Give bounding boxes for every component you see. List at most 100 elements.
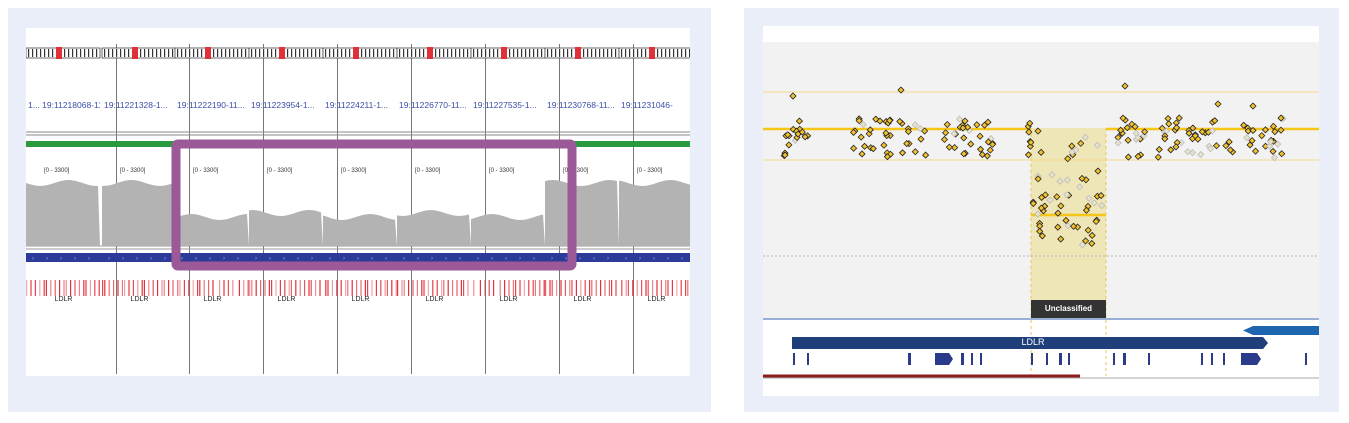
exon-block (1148, 353, 1150, 365)
variant-tick (177, 280, 179, 296)
exon-block (1068, 353, 1070, 365)
ideogram-marker (132, 47, 138, 59)
variant-tick (98, 280, 100, 296)
gene-label-ldlr[interactable]: LDLR (647, 296, 666, 303)
data-point (795, 117, 804, 125)
variant-tick (83, 280, 85, 296)
variant-tick (141, 280, 143, 296)
chromosome-ideogram (322, 47, 398, 59)
gene-label-ldlr[interactable]: LDLR (54, 296, 73, 303)
strand-arrow: › (255, 256, 257, 262)
variant-tick (556, 280, 558, 296)
data-point (1277, 114, 1285, 122)
variant-tick (124, 280, 126, 296)
gene-label-ldlr[interactable]: LDLR (1021, 337, 1045, 347)
variant-tick (680, 280, 682, 296)
data-point (789, 125, 797, 133)
ldlr-gene-bar (792, 337, 1268, 349)
data-point (865, 130, 873, 138)
gene-label-ldlr[interactable]: LDLR (277, 296, 296, 303)
data-point (976, 145, 985, 153)
strand-arrow: › (209, 256, 211, 262)
data-point (1114, 139, 1122, 147)
data-point (1085, 194, 1093, 202)
strand-arrow: › (551, 256, 553, 262)
variant-tick (436, 280, 438, 296)
variant-tick (371, 280, 373, 296)
data-point (1206, 145, 1215, 153)
variant-tick (508, 280, 510, 296)
data-point (1034, 175, 1042, 183)
variant-tick (687, 280, 689, 296)
locus-label[interactable]: 19:11227535-1... (473, 100, 537, 110)
coverage-scale-label: [0 - 3300] (120, 168, 146, 174)
data-point (1063, 176, 1071, 184)
variant-tick (50, 280, 52, 296)
strand-arrow: › (505, 256, 507, 262)
variant-tick (636, 280, 638, 296)
data-point (1027, 138, 1035, 146)
gene-label-ldlr[interactable]: LDLR (203, 296, 222, 303)
data-point (869, 145, 877, 153)
variant-tick (512, 280, 514, 296)
data-point (1198, 128, 1206, 136)
strand-arrow: › (74, 256, 76, 262)
highlight-box (171, 139, 577, 271)
strand-arrow: › (607, 256, 609, 262)
data-point (1054, 223, 1062, 231)
variant-tick (121, 280, 123, 296)
data-point (940, 135, 949, 144)
variant-tick (641, 280, 643, 296)
variant-tick (247, 280, 249, 296)
chromosome-ideogram (470, 47, 546, 59)
variant-tick (275, 280, 277, 296)
data-point (967, 140, 975, 148)
data-point (1078, 241, 1086, 249)
gene-label-ldlr[interactable]: LDLR (499, 296, 518, 303)
data-point (1164, 114, 1172, 123)
data-point (886, 116, 894, 125)
variant-tick (347, 280, 349, 296)
variant-tick (591, 280, 593, 296)
variant-tick (549, 280, 551, 296)
data-point (1211, 117, 1219, 125)
locus-label[interactable]: 19:11224211-1... (325, 100, 389, 110)
locus-label[interactable]: 1... 19:11218068-11... (28, 100, 100, 110)
variant-tick (656, 280, 658, 296)
variant-tick (543, 280, 545, 296)
variant-tick (197, 280, 199, 296)
variant-tick (676, 280, 678, 296)
variant-tick (545, 280, 547, 296)
data-point (942, 129, 950, 137)
data-point (1261, 126, 1270, 134)
unclassified-label[interactable]: Unclassified (1031, 300, 1106, 318)
gene-label-ldlr[interactable]: LDLR (573, 296, 592, 303)
strand-arrow: › (491, 256, 493, 262)
variant-tick (183, 280, 185, 296)
chromosome-ideogram (618, 47, 690, 59)
variant-tick (331, 280, 333, 296)
data-point (1131, 123, 1139, 131)
data-point (1025, 128, 1033, 136)
locus-label[interactable]: 19:11230768-11... (547, 100, 615, 110)
data-point (872, 115, 880, 123)
data-point (1037, 204, 1045, 212)
variant-tick (102, 280, 104, 296)
data-point (1062, 216, 1070, 225)
strand-arrow: › (136, 256, 138, 262)
gene-label-ldlr[interactable]: LDLR (130, 296, 149, 303)
locus-label[interactable]: 19:11221328-1... (104, 100, 168, 110)
column-separator (485, 44, 486, 374)
data-point (1154, 153, 1162, 161)
locus-label[interactable]: 19:11231046- (621, 100, 673, 110)
locus-label[interactable]: 19:11222190-11... (177, 100, 245, 110)
locus-label[interactable]: 19:11223954-1... (251, 100, 315, 110)
variant-tick (460, 280, 462, 296)
igv-overlay-svg: › › › › › › › › › › › › › › › › › › › › › › › › › › › › › › › › › › › › › › › ›… (26, 47, 690, 296)
gene-label-ldlr[interactable]: LDLR (351, 296, 370, 303)
gene-label-ldlr[interactable]: LDLR (425, 296, 444, 303)
locus-label[interactable]: 19:11226770-11... (399, 100, 467, 110)
data-point (1134, 134, 1142, 142)
variant-tick (408, 280, 410, 296)
data-point (850, 144, 858, 152)
